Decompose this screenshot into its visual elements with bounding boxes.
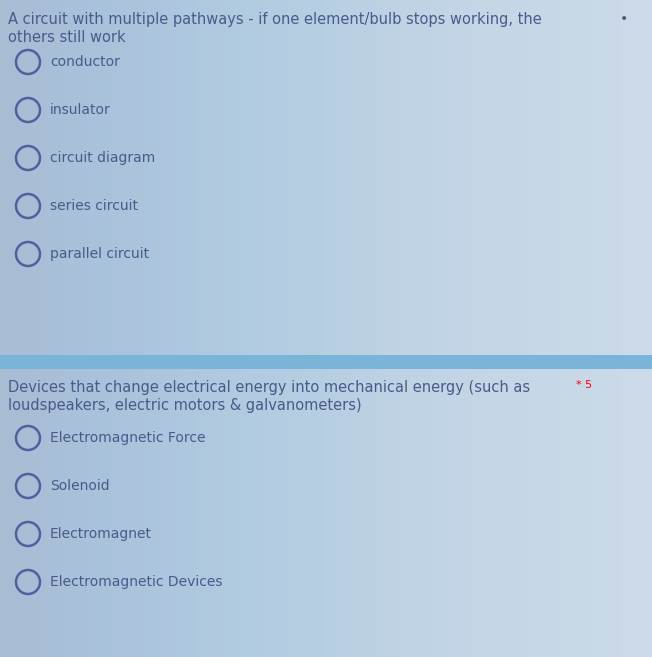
Text: Electromagnetic Force: Electromagnetic Force <box>50 431 205 445</box>
Text: •: • <box>620 12 629 26</box>
Text: Solenoid: Solenoid <box>50 479 110 493</box>
Text: series circuit: series circuit <box>50 199 138 213</box>
Text: Electromagnet: Electromagnet <box>50 527 152 541</box>
Text: circuit diagram: circuit diagram <box>50 151 155 165</box>
Text: conductor: conductor <box>50 55 120 69</box>
Text: loudspeakers, electric motors & galvanometers): loudspeakers, electric motors & galvanom… <box>8 398 362 413</box>
Text: * 5: * 5 <box>576 380 592 390</box>
Text: insulator: insulator <box>50 103 111 117</box>
Text: Devices that change electrical energy into mechanical energy (such as: Devices that change electrical energy in… <box>8 380 530 395</box>
Bar <box>0 355 652 369</box>
Text: parallel circuit: parallel circuit <box>50 247 149 261</box>
Text: A circuit with multiple pathways - if one element/bulb stops working, the: A circuit with multiple pathways - if on… <box>8 12 542 27</box>
Text: others still work: others still work <box>8 30 126 45</box>
Text: Electromagnetic Devices: Electromagnetic Devices <box>50 575 222 589</box>
